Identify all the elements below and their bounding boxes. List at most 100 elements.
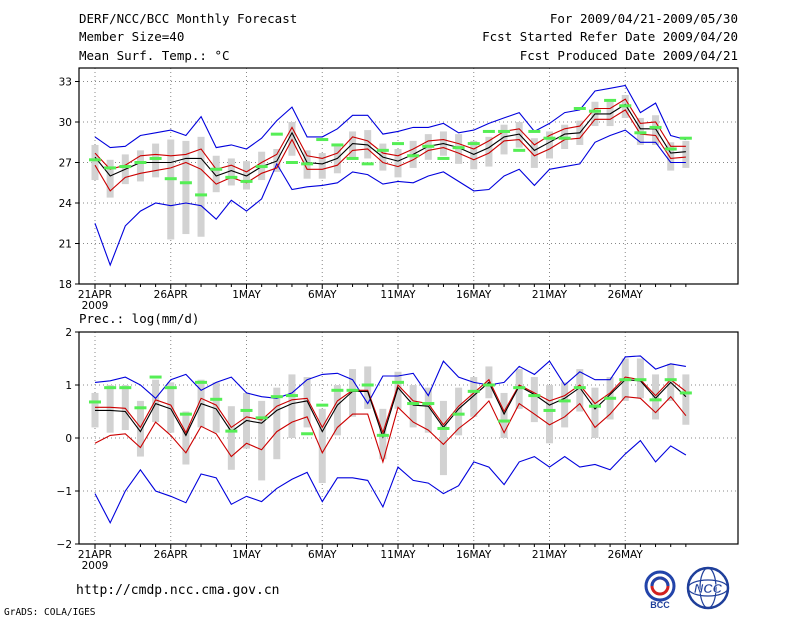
- panel2-green-marker: [634, 378, 647, 382]
- panel1-green-marker: [361, 162, 374, 166]
- panel2-green-marker: [513, 386, 526, 390]
- panel1-green-marker: [89, 158, 101, 162]
- panel1-spread-bar: [243, 161, 250, 190]
- panel1-green-marker: [392, 142, 404, 146]
- panel1-green-marker: [513, 148, 526, 152]
- panel2-ensemble-max-line: [94, 355, 686, 405]
- footer-url[interactable]: http://cmdp.ncc.cma.gov.cn: [76, 583, 280, 598]
- panel2-green-marker: [104, 386, 117, 390]
- panel1-y-tick-label: 33: [59, 77, 72, 89]
- panel2-y-tick-label: −2: [57, 539, 72, 551]
- panel1-green-marker: [604, 98, 617, 102]
- ncc-logo: NCC: [686, 566, 730, 610]
- panel1-green-marker: [346, 156, 359, 160]
- panel1-y-tick-label: 27: [59, 158, 72, 170]
- panel1-x-tick-label: 26MAY: [608, 289, 644, 301]
- chart-title: DERF/NCC/BCC Monthly Forecast: [79, 11, 298, 26]
- panel1-green-marker: [679, 136, 692, 140]
- panel1-spread-bar: [152, 143, 160, 178]
- panel1-green-marker: [634, 131, 647, 135]
- panel1-spread-bar: [530, 138, 538, 168]
- panel2-spread-bar: [273, 387, 281, 460]
- panel1-green-marker: [210, 167, 223, 171]
- panel2-x-tick-label: 6MAY: [308, 549, 337, 561]
- panel2-spread-bar: [121, 385, 129, 431]
- panel2-green-marker: [149, 375, 162, 379]
- panel1-green-marker: [134, 161, 147, 164]
- panel2-x-tick-label: 16MAY: [456, 549, 492, 561]
- panel2-green-marker: [558, 399, 571, 403]
- panel2-y-tick-label: 0: [65, 433, 72, 445]
- variable-label: Mean Surf. Temp.: °C: [79, 48, 230, 63]
- panel2-x-tick-label: 21MAY: [532, 549, 568, 561]
- panel2-spread-bar: [303, 377, 311, 428]
- panel2-spread-bar: [136, 400, 144, 457]
- panel1-frame: [78, 67, 739, 285]
- panel2-ensemble-min-line: [94, 439, 687, 525]
- panel2-green-marker: [543, 408, 556, 412]
- panel2-spread-bar: [530, 377, 538, 423]
- panel1-spread-bar: [333, 146, 341, 174]
- panel1-spread-bar: [470, 140, 478, 170]
- panel2-green-marker: [179, 412, 192, 416]
- panel1-y-tick-label: 24: [59, 198, 73, 210]
- panel1-spread-bar: [682, 140, 690, 168]
- panel2-spread-bar: [682, 374, 690, 425]
- panel1-green-marker: [285, 161, 298, 164]
- panel1-x-tick-label: 1MAY: [232, 289, 261, 301]
- bcc-logo: BCC: [644, 570, 676, 610]
- panel1-lower-bound-line: [94, 109, 686, 192]
- panel2-green-marker: [376, 433, 389, 437]
- panel2-spread-bar: [409, 385, 417, 428]
- panel2-green-marker: [664, 378, 677, 382]
- panel2-spread-bar: [591, 387, 599, 438]
- panel1-ensemble-mean-line: [94, 103, 686, 177]
- panel2-spread-bar: [333, 385, 341, 436]
- panel1-green-marker: [573, 107, 586, 110]
- panel2-green-marker: [346, 388, 359, 392]
- panel1-spread-bar: [546, 131, 553, 159]
- panel1-x-tick-label: 11MAY: [380, 289, 416, 301]
- bcc-logo-text: BCC: [650, 600, 670, 610]
- panel2-green-marker: [225, 429, 238, 433]
- panel2-spread-bar: [318, 408, 326, 484]
- panel1-ensemble-max-line: [94, 84, 687, 150]
- panel1-x-tick-label: 21APR: [78, 289, 112, 301]
- panel1-spread-bar: [364, 130, 372, 159]
- panel2-green-marker: [210, 397, 223, 401]
- panel1-green-marker: [452, 146, 465, 150]
- panel1-green-marker: [104, 166, 117, 170]
- panel1-green-marker: [119, 165, 132, 169]
- panel1-spread-bar: [667, 142, 675, 171]
- panel1-spread-bar: [136, 150, 144, 182]
- panel2-green-marker: [89, 400, 101, 404]
- panel1-green-marker: [558, 136, 571, 140]
- panel1-x-tick-label: 26APR: [154, 289, 188, 301]
- panel2-spread-bar: [288, 374, 296, 438]
- panel2-green-marker: [164, 386, 177, 390]
- start-date-label: Fcst Started Refer Date 2009/04/20: [482, 29, 738, 44]
- panel1-spread-bar: [197, 136, 205, 237]
- panel2-y-tick-label: 1: [65, 380, 72, 392]
- panel2-green-marker: [437, 426, 450, 430]
- panel1-green-marker: [195, 193, 208, 197]
- panel2-spread-bar: [182, 411, 190, 465]
- panel2-spread-bar: [227, 406, 235, 470]
- panel2-green-marker: [270, 395, 283, 399]
- panel1-spread-bar: [212, 155, 220, 193]
- panel2-x-tick-label: 26APR: [154, 549, 188, 561]
- panel2-spread-bar: [212, 382, 220, 433]
- panel1-y-tick-label: 18: [59, 279, 72, 291]
- panel1-y-tick-label: 30: [59, 117, 72, 129]
- panel1-green-marker: [482, 129, 495, 133]
- panel1-green-marker: [619, 104, 632, 108]
- panel2-x-tick-label: 21APR: [78, 549, 112, 561]
- panel2-green-marker: [301, 432, 314, 436]
- panel1-spread-bar: [652, 115, 660, 145]
- panel2-upper-bound-line: [95, 376, 687, 435]
- panel1-green-marker: [467, 142, 480, 146]
- panel1-green-marker: [149, 156, 162, 160]
- ncc-logo-text: NCC: [694, 581, 723, 596]
- forecast-period-label: For 2009/04/21-2009/05/30: [549, 11, 738, 26]
